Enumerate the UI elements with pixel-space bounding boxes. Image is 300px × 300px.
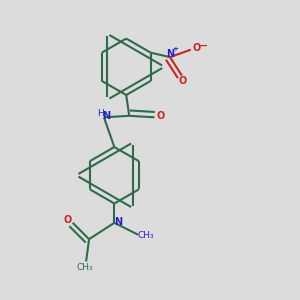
Text: O: O [157, 111, 165, 121]
Text: −: − [199, 41, 208, 51]
Text: O: O [193, 43, 201, 53]
Text: N: N [103, 110, 111, 121]
Text: +: + [172, 46, 178, 52]
Text: H: H [97, 109, 104, 118]
Text: O: O [179, 76, 187, 86]
Text: N: N [166, 49, 174, 59]
Text: N: N [114, 217, 123, 226]
Text: O: O [63, 215, 71, 225]
Text: CH₃: CH₃ [76, 263, 93, 272]
Text: CH₃: CH₃ [137, 231, 154, 240]
